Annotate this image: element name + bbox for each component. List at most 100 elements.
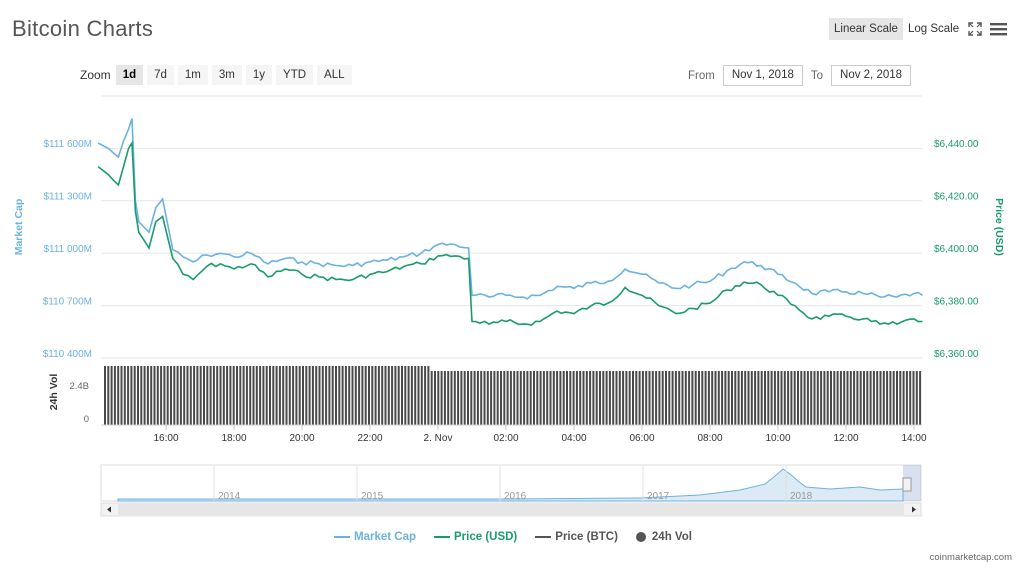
volume-bar	[292, 366, 295, 425]
volume-bar	[341, 366, 344, 425]
volume-bar	[589, 371, 592, 425]
volume-bar	[467, 371, 469, 425]
zoom-1d-button[interactable]: 1d	[115, 65, 144, 85]
volume-bar	[203, 366, 205, 425]
left-axis-tick: $111 600M	[43, 139, 92, 150]
volume-bar	[698, 371, 700, 425]
legend-market-cap[interactable]: Market Cap	[334, 531, 416, 543]
volume-bar	[727, 371, 730, 425]
volume-bar	[859, 371, 862, 425]
scroll-right-icon[interactable]	[912, 506, 916, 513]
volume-bar	[674, 371, 677, 425]
legend-24h-vol[interactable]: 24h Vol	[635, 531, 692, 543]
legend-price-btc-label: Price (BTC)	[555, 531, 618, 543]
volume-bar	[269, 366, 271, 425]
volume-bar	[744, 371, 747, 425]
x-axis-tick: 22:00	[357, 433, 382, 444]
hamburger-menu-icon[interactable]	[990, 22, 1007, 41]
volume-bar	[173, 366, 176, 425]
volume-bar	[734, 371, 737, 425]
page-title: Bitcoin Charts	[12, 16, 154, 41]
volume-bar	[242, 366, 245, 425]
volume-bar	[856, 371, 859, 425]
volume-bar	[605, 371, 608, 425]
volume-bar	[130, 366, 133, 425]
volume-bar	[493, 371, 496, 425]
volume-bar	[876, 371, 879, 425]
linear-scale-button[interactable]: Linear Scale	[829, 18, 903, 40]
volume-bar	[153, 366, 156, 425]
zoom-1y-button[interactable]: 1y	[245, 65, 273, 85]
volume-bar	[252, 366, 255, 425]
right-axis-tick: $6,360.00	[934, 349, 979, 360]
legend-price-usd[interactable]: Price (USD)	[434, 531, 517, 543]
log-scale-button[interactable]: Log Scale	[907, 23, 960, 35]
scroll-left-icon[interactable]	[107, 506, 111, 513]
volume-bar	[707, 371, 710, 425]
volume-bar	[608, 371, 611, 425]
volume-bar	[166, 366, 169, 425]
zoom-ytd-button[interactable]: YTD	[276, 65, 314, 85]
volume-bar	[245, 366, 248, 425]
volume-bar	[361, 366, 364, 425]
to-date-input[interactable]: Nov 2, 2018	[831, 65, 912, 86]
zoom-all-button[interactable]: ALL	[317, 65, 352, 85]
volume-bar	[104, 366, 106, 425]
scrollbar-track[interactable]	[118, 504, 904, 515]
legend-price-btc[interactable]: Price (BTC)	[535, 531, 618, 543]
from-date-input[interactable]: Nov 1, 2018	[722, 65, 803, 86]
volume-bar	[460, 371, 463, 425]
volume-bar	[635, 371, 638, 425]
volume-bar	[262, 366, 265, 425]
volume-bar	[618, 371, 621, 425]
legend-market-cap-label: Market Cap	[354, 531, 416, 543]
volume-bar	[453, 371, 456, 425]
volume-bar	[236, 366, 238, 425]
x-axis-tick: 06:00	[629, 433, 654, 444]
volume-bar	[575, 371, 578, 425]
volume-bar	[259, 366, 262, 425]
volume-bar	[533, 371, 535, 425]
navigator-selection[interactable]	[903, 465, 921, 501]
volume-bar	[189, 366, 192, 425]
volume-bar	[688, 371, 691, 425]
volume-bar	[285, 366, 288, 425]
volume-bar	[879, 371, 882, 425]
volume-bar	[311, 366, 314, 425]
volume-bar	[407, 366, 410, 425]
volume-bar	[160, 366, 163, 425]
volume-axis-label: 24h Vol	[48, 374, 60, 411]
fullscreen-icon[interactable]	[968, 22, 982, 41]
volume-bar	[853, 371, 856, 425]
volume-bar	[737, 371, 740, 425]
navigator-handle[interactable]	[902, 477, 912, 492]
zoom-3m-button[interactable]: 3m	[211, 65, 242, 85]
volume-bar	[335, 366, 337, 425]
volume-bar	[592, 371, 595, 425]
volume-bar	[434, 371, 436, 425]
volume-bar	[321, 366, 324, 425]
zoom-1m-button[interactable]: 1m	[177, 65, 208, 85]
volume-bar	[803, 371, 806, 425]
volume-bar	[632, 371, 634, 425]
volume-bar	[183, 366, 186, 425]
x-axis-tick: 04:00	[561, 433, 586, 444]
volume-bar	[790, 371, 793, 425]
navigator-year-label: 2014	[218, 491, 241, 502]
volume-bar	[156, 366, 159, 425]
volume-bar	[767, 371, 770, 425]
volume-bar	[410, 366, 413, 425]
volume-bar	[902, 371, 905, 425]
navigator[interactable]: 2014 2015 2016 2017 2018	[100, 464, 922, 517]
volume-bar	[430, 371, 433, 425]
volume-bar	[371, 366, 374, 425]
volume-bar	[133, 366, 136, 425]
volume-bar	[622, 371, 625, 425]
zoom-7d-button[interactable]: 7d	[147, 65, 174, 85]
volume-bar	[206, 366, 209, 425]
right-axis-tick: $6,420.00	[934, 192, 979, 203]
volume-bar	[747, 371, 750, 425]
volume-bar	[437, 371, 440, 425]
volume-bar	[658, 371, 661, 425]
volume-bar	[519, 371, 522, 425]
